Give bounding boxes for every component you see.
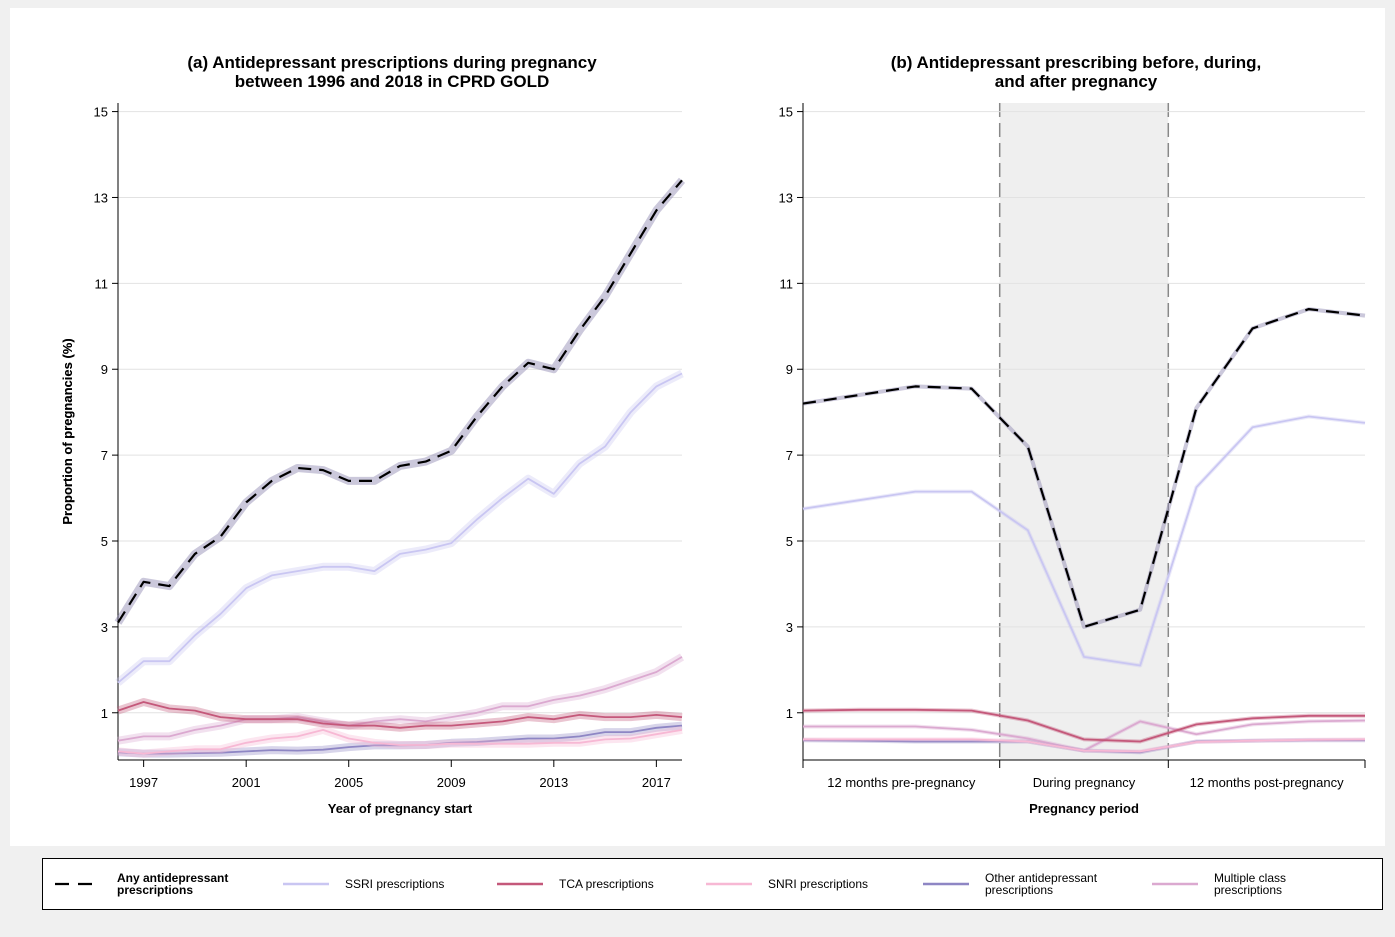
y-tick-label: 3 [101,620,108,635]
series-line [117,729,683,755]
x-tick-label: During pregnancy [1033,775,1136,790]
legend-entry: Other antidepressant prescriptions [923,859,1120,909]
y-tick-label: 15 [779,105,793,120]
legend-swatch [923,882,969,886]
series-line [117,179,683,624]
series-line [802,415,1366,667]
legend-label: SSRI prescriptions [345,877,445,891]
x-tick-label: 12 months post-pregnancy [1190,775,1344,790]
chart-title: and after pregnancy [995,72,1158,91]
y-tick-label: 7 [786,448,793,463]
y-tick-label: 11 [95,276,109,291]
y-tick-label: 15 [94,105,108,120]
y-tick-label: 11 [780,276,794,291]
y-tick-label: 7 [101,448,108,463]
series-line [117,701,683,729]
legend-entry: SNRI prescriptions [706,859,903,909]
series-line [802,708,1365,743]
y-tick-label: 9 [101,362,108,377]
series-line [802,308,1366,628]
series-line [117,656,683,742]
legend-entry: Multiple class prescriptions [1152,859,1349,909]
legend-entry: TCA prescriptions [497,859,694,909]
chart-title: between 1996 and 2018 in CPRD GOLD [235,72,550,91]
y-tick-label: 13 [94,190,108,205]
y-tick-label: 3 [786,620,793,635]
legend-swatch [283,882,329,886]
chart: (a) Antidepressant prescriptions during … [10,8,1385,846]
legend-label: Other antidepressant prescriptions [985,871,1098,897]
y-tick-label: 13 [779,190,793,205]
legend-label: Multiple class prescriptions [1214,871,1287,897]
legend-label: SNRI prescriptions [768,877,869,891]
legend-entry: SSRI prescriptions [283,859,480,909]
legend-swatch [55,882,101,886]
legend: Any antidepressant prescriptions SSRI pre… [42,858,1383,910]
x-axis-label: Year of pregnancy start [328,801,473,816]
legend-swatch [497,882,543,886]
y-tick-label: 1 [101,706,108,721]
x-tick-label: 12 months pre-pregnancy [827,775,976,790]
x-tick-label: 2013 [539,775,568,790]
x-axis-label: Pregnancy period [1029,801,1139,816]
legend-swatch [1152,882,1198,886]
legend-swatch [706,882,752,886]
x-tick-label: 2009 [437,775,466,790]
legend-label: TCA prescriptions [559,877,654,891]
y-tick-label: 5 [101,534,108,549]
chart-title: (a) Antidepressant prescriptions during … [187,53,597,72]
y-axis-label: Proportion of pregnancies (%) [60,338,75,524]
y-tick-label: 5 [786,534,793,549]
chart-background [10,8,1385,846]
chart-title: (b) Antidepressant prescribing before, d… [891,53,1262,72]
x-tick-label: 2017 [642,775,671,790]
y-tick-label: 9 [786,362,793,377]
pregnancy-shade [999,103,1169,760]
y-axis-label: Proportion of pregnancies (%) [60,338,75,524]
legend-entry: Any antidepressant prescriptions [55,859,252,909]
series-line [117,372,683,684]
y-tick-label: 1 [786,706,793,721]
x-tick-label: 2001 [232,775,261,790]
legend-label: Any antidepressant prescriptions [117,871,229,897]
series-line [803,738,1366,753]
x-tick-label: 2005 [334,775,363,790]
x-tick-label: 1997 [129,775,158,790]
